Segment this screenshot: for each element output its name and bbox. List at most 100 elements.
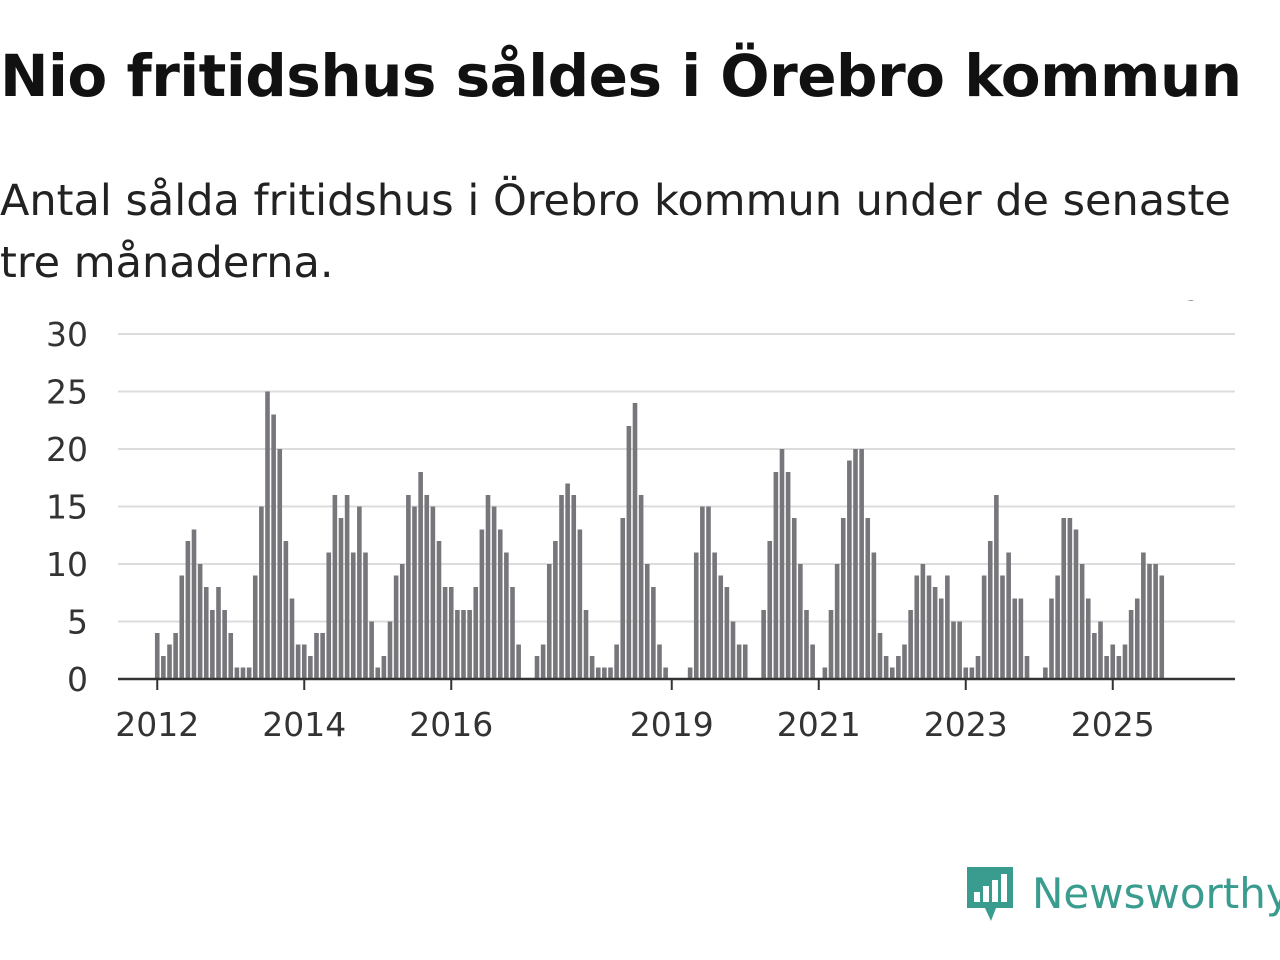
bar bbox=[957, 621, 962, 679]
bar bbox=[553, 541, 558, 679]
bar bbox=[412, 506, 417, 679]
bar bbox=[301, 644, 307, 679]
bar bbox=[932, 587, 938, 679]
bar bbox=[712, 552, 717, 679]
bar bbox=[638, 495, 644, 679]
bar bbox=[240, 667, 246, 679]
bar bbox=[473, 587, 479, 679]
bar bbox=[785, 472, 791, 679]
bar bbox=[736, 644, 742, 679]
bar bbox=[216, 587, 221, 679]
bar bbox=[559, 495, 564, 679]
bar bbox=[436, 541, 442, 679]
bar bbox=[1012, 598, 1018, 679]
bar bbox=[295, 644, 301, 679]
bar bbox=[485, 495, 491, 679]
bar bbox=[228, 633, 234, 679]
bar bbox=[222, 610, 227, 679]
bar bbox=[203, 587, 209, 679]
bar bbox=[179, 575, 185, 679]
bar bbox=[657, 644, 662, 679]
newsworthy-logo-icon bbox=[967, 867, 1013, 921]
bar bbox=[534, 656, 540, 679]
bar bbox=[620, 518, 626, 679]
bar bbox=[1092, 633, 1097, 679]
bar bbox=[871, 552, 877, 679]
bar bbox=[467, 610, 472, 679]
x-tick-label: 2023 bbox=[924, 705, 1008, 744]
bar bbox=[926, 575, 932, 679]
y-tick-label: 30 bbox=[46, 315, 88, 354]
highlight-data-label: 9 bbox=[1183, 300, 1201, 307]
bar bbox=[822, 667, 828, 679]
bar bbox=[804, 610, 809, 679]
bar bbox=[265, 391, 270, 679]
bar bbox=[448, 587, 454, 679]
bar bbox=[461, 610, 466, 679]
bar bbox=[1079, 564, 1085, 679]
bar bbox=[540, 644, 546, 679]
bar bbox=[994, 495, 999, 679]
bar bbox=[840, 518, 846, 679]
bar bbox=[154, 633, 160, 679]
bar bbox=[761, 610, 766, 679]
chart-subtitle: Antal sålda fritidshus i Örebro kommun u… bbox=[0, 176, 1231, 288]
bar bbox=[406, 495, 411, 679]
bar bbox=[632, 403, 638, 679]
bar bbox=[344, 495, 350, 679]
bar bbox=[902, 644, 907, 679]
bar bbox=[1134, 598, 1140, 679]
bar bbox=[197, 564, 203, 679]
bar bbox=[742, 644, 748, 679]
bar bbox=[185, 541, 191, 679]
bar bbox=[161, 656, 166, 679]
newsworthy-logo: Newsworthy bbox=[964, 864, 1280, 924]
bar bbox=[571, 495, 577, 679]
bar bbox=[1141, 552, 1146, 679]
bar bbox=[246, 667, 252, 679]
bar bbox=[981, 575, 987, 679]
y-axis-ticks: 0 5 10 15 20 25 30 bbox=[46, 315, 88, 699]
bar bbox=[1128, 610, 1134, 679]
bar bbox=[834, 564, 840, 679]
bar bbox=[889, 667, 895, 679]
bar bbox=[399, 564, 405, 679]
bar bbox=[595, 667, 601, 679]
bar bbox=[700, 506, 705, 679]
bar bbox=[908, 610, 913, 679]
bar bbox=[1061, 518, 1067, 679]
bar bbox=[565, 483, 570, 679]
bar bbox=[308, 656, 313, 679]
bar bbox=[491, 506, 497, 679]
bar bbox=[375, 667, 381, 679]
bar bbox=[791, 518, 797, 679]
y-tick-label: 5 bbox=[67, 603, 88, 642]
bar bbox=[810, 644, 815, 679]
bar bbox=[1122, 644, 1128, 679]
y-tick-label: 15 bbox=[46, 488, 88, 527]
bar bbox=[920, 564, 926, 679]
x-tick-label: 2016 bbox=[409, 705, 493, 744]
bar bbox=[883, 656, 889, 679]
bar bbox=[951, 621, 956, 679]
bar bbox=[350, 552, 356, 679]
bar bbox=[418, 472, 423, 679]
bar bbox=[853, 449, 858, 679]
bar bbox=[1104, 656, 1109, 679]
y-tick-label: 25 bbox=[46, 373, 88, 412]
x-axis-ticks: 2012 2014 2016 2019 2021 2023 2025 bbox=[115, 679, 1155, 744]
bar bbox=[167, 644, 172, 679]
bar bbox=[730, 621, 736, 679]
bar bbox=[479, 529, 485, 679]
bar bbox=[896, 656, 901, 679]
bar bbox=[773, 472, 779, 679]
bar bbox=[1159, 575, 1165, 679]
bar bbox=[259, 506, 264, 679]
bar bbox=[602, 667, 607, 679]
bar bbox=[289, 598, 295, 679]
x-tick-label: 2019 bbox=[630, 705, 714, 744]
bar bbox=[724, 587, 730, 679]
bar bbox=[271, 414, 276, 679]
bar bbox=[859, 449, 864, 679]
